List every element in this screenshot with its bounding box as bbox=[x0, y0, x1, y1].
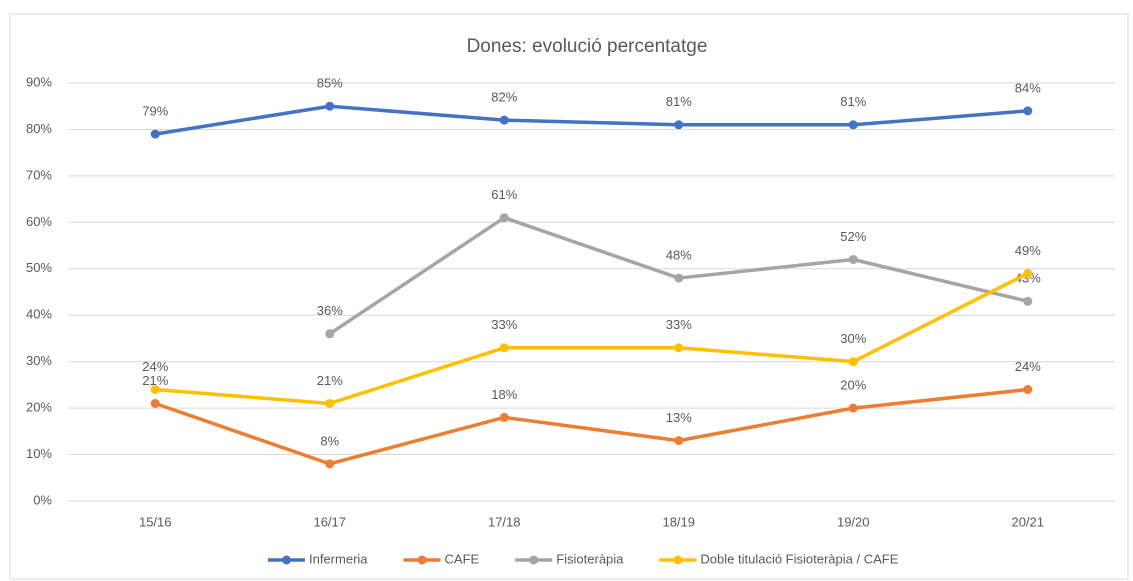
x-tick-label: 16/17 bbox=[313, 514, 346, 529]
legend-marker bbox=[529, 555, 539, 565]
point bbox=[674, 436, 684, 446]
legend-marker bbox=[282, 555, 291, 565]
data-label: 30% bbox=[840, 331, 866, 346]
point bbox=[150, 398, 160, 408]
point bbox=[325, 329, 335, 339]
legend-marker bbox=[417, 555, 427, 565]
x-tick-label: 18/19 bbox=[662, 514, 695, 529]
point bbox=[848, 254, 858, 264]
point bbox=[499, 115, 509, 125]
data-label: 48% bbox=[666, 248, 692, 263]
data-label: 36% bbox=[317, 303, 343, 318]
y-tick-label: 90% bbox=[26, 74, 52, 89]
x-tick-label: 17/18 bbox=[488, 514, 521, 529]
series-line bbox=[154, 387, 1028, 466]
point bbox=[325, 101, 335, 111]
point bbox=[1023, 296, 1033, 306]
y-tick-label: 60% bbox=[26, 214, 52, 229]
data-label: 79% bbox=[142, 104, 168, 119]
y-tick-label: 20% bbox=[26, 400, 52, 415]
point bbox=[325, 459, 335, 469]
data-label: 18% bbox=[491, 387, 517, 402]
data-label: 33% bbox=[491, 317, 517, 332]
data-label: 20% bbox=[840, 378, 866, 393]
point bbox=[499, 213, 509, 223]
point bbox=[499, 412, 509, 422]
data-label: 85% bbox=[317, 76, 343, 91]
x-tick-label: 19/20 bbox=[837, 514, 870, 529]
data-label: 21% bbox=[142, 373, 168, 388]
y-tick-label: 0% bbox=[33, 492, 52, 507]
point bbox=[150, 129, 160, 139]
chart-title: Dones: evolució percentatge bbox=[467, 36, 708, 57]
data-label: 43% bbox=[1015, 271, 1041, 286]
y-tick-label: 30% bbox=[26, 353, 52, 368]
point bbox=[499, 343, 509, 353]
point bbox=[674, 273, 684, 283]
data-label: 24% bbox=[142, 359, 168, 374]
x-tick-label: 20/21 bbox=[1011, 514, 1044, 529]
y-tick-label: 40% bbox=[26, 307, 52, 322]
series-line bbox=[155, 271, 1029, 406]
y-tick-label: 10% bbox=[26, 446, 52, 461]
data-label: 8% bbox=[320, 433, 339, 448]
point bbox=[325, 398, 335, 408]
data-label: 82% bbox=[491, 90, 517, 105]
point bbox=[674, 120, 684, 130]
point bbox=[848, 120, 858, 130]
point bbox=[1023, 385, 1033, 395]
data-label: 84% bbox=[1015, 80, 1041, 95]
legend-label: Fisioteràpia bbox=[556, 551, 624, 566]
data-label: 21% bbox=[317, 373, 343, 388]
data-label: 49% bbox=[1015, 243, 1041, 258]
data-label: 24% bbox=[1015, 359, 1041, 374]
series-line bbox=[154, 104, 1028, 136]
legend-label: CAFE bbox=[445, 551, 480, 566]
y-tick-label: 80% bbox=[26, 121, 52, 136]
point bbox=[150, 385, 160, 395]
point bbox=[848, 403, 858, 413]
y-tick-label: 50% bbox=[26, 260, 52, 275]
chart-border bbox=[9, 13, 1129, 580]
point bbox=[848, 357, 858, 367]
y-tick-label: 70% bbox=[26, 167, 52, 182]
point bbox=[674, 343, 684, 353]
data-label: 61% bbox=[491, 187, 517, 202]
point bbox=[1023, 268, 1033, 278]
data-label: 13% bbox=[666, 410, 692, 425]
data-label: 33% bbox=[666, 317, 692, 332]
legend-marker bbox=[673, 555, 683, 565]
point bbox=[1023, 106, 1033, 116]
data-label: 52% bbox=[840, 229, 866, 244]
legend-label: Infermeria bbox=[309, 551, 368, 566]
data-label: 81% bbox=[840, 94, 866, 109]
legend-label: Doble titulació Fisioteràpia / CAFE bbox=[700, 551, 898, 566]
x-tick-label: 15/16 bbox=[139, 514, 172, 529]
data-label: 81% bbox=[666, 94, 692, 109]
